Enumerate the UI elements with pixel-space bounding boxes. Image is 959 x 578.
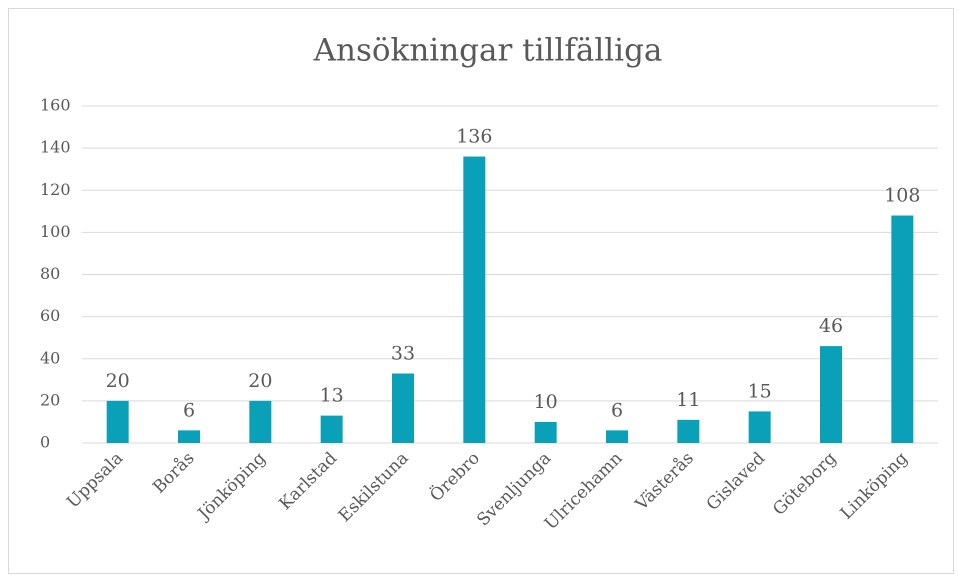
y-tick-label: 80 (40, 264, 60, 283)
data-label: 10 (534, 391, 558, 413)
data-label: 13 (320, 385, 344, 407)
bar (820, 346, 842, 443)
data-label: 20 (248, 370, 272, 392)
y-tick-label: 160 (40, 96, 71, 115)
y-tick-label: 140 (40, 138, 71, 157)
data-label: 11 (676, 389, 700, 411)
y-tick-label: 120 (40, 180, 71, 199)
y-tick-label: 100 (40, 222, 71, 241)
data-label: 6 (183, 399, 195, 421)
data-label: 20 (106, 370, 130, 392)
bar (178, 430, 200, 443)
bar (677, 419, 700, 443)
data-label: 33 (391, 342, 415, 364)
bar (320, 415, 343, 443)
y-tick-label: 40 (40, 348, 60, 367)
data-label: 108 (884, 185, 920, 207)
bar (392, 373, 414, 443)
data-label: 6 (611, 399, 623, 421)
data-label: 46 (819, 315, 843, 337)
bar (891, 215, 914, 443)
chart-title: Ansökningar tillfälliga (313, 33, 663, 69)
bar (748, 411, 771, 443)
y-tick-label: 60 (40, 306, 60, 325)
bar (106, 400, 129, 443)
bar (249, 400, 272, 443)
y-tick-label: 0 (40, 433, 50, 452)
y-tick-label: 20 (40, 390, 60, 409)
bar (463, 156, 486, 444)
bar (606, 430, 628, 443)
data-label: 136 (456, 126, 492, 148)
data-label: 15 (748, 380, 772, 402)
bar (534, 421, 557, 443)
